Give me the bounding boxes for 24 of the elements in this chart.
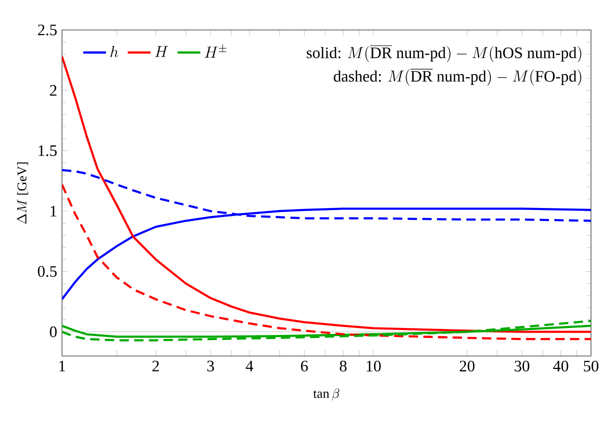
x-tick-label: 10 (366, 360, 381, 372)
annotation: $\mbox{solid: }M(\overline{\mbox{DR}}\ \mbox{num-pd})-M(\mbox{hOS num-pd})$ (306, 46, 582, 62)
x-tick-label: 1 (59, 360, 66, 372)
y-tick-label: 1 (50, 206, 56, 216)
x-tick-label: 3 (207, 360, 214, 372)
x-tick-label: 8 (340, 360, 347, 372)
x-tick-label: 2 (152, 360, 159, 372)
legend-label: $h$ (110, 46, 118, 58)
x-tick-label: 20 (460, 360, 474, 372)
x-axis-title: $\tan\beta$ (313, 388, 340, 400)
x-tick-label: 4 (246, 360, 254, 372)
x-tick-label: 6 (300, 360, 308, 372)
y-tick-label: 0 (50, 326, 57, 338)
x-tick-label: 50 (584, 360, 598, 372)
y-axis-title: $\Delta M\ \mbox{[GeV]}$ (16, 162, 28, 224)
legend-label: $H$ (155, 46, 168, 57)
y-tick-label: 2 (50, 85, 56, 96)
legend-label: $H^{\pm}$ (204, 44, 226, 58)
y-tick-label: 1.5 (38, 145, 57, 156)
annotation: $\mbox{dashed: }M(\overline{\mbox{DR}}\ \mbox{num-pd})-M(\mbox{FO-pd})$ (334, 69, 582, 86)
x-tick-label: 30 (514, 360, 530, 372)
x-tick-label: 40 (553, 360, 568, 372)
y-tick-label: 2.5 (38, 24, 57, 36)
y-tick-label: 0.5 (38, 266, 57, 277)
